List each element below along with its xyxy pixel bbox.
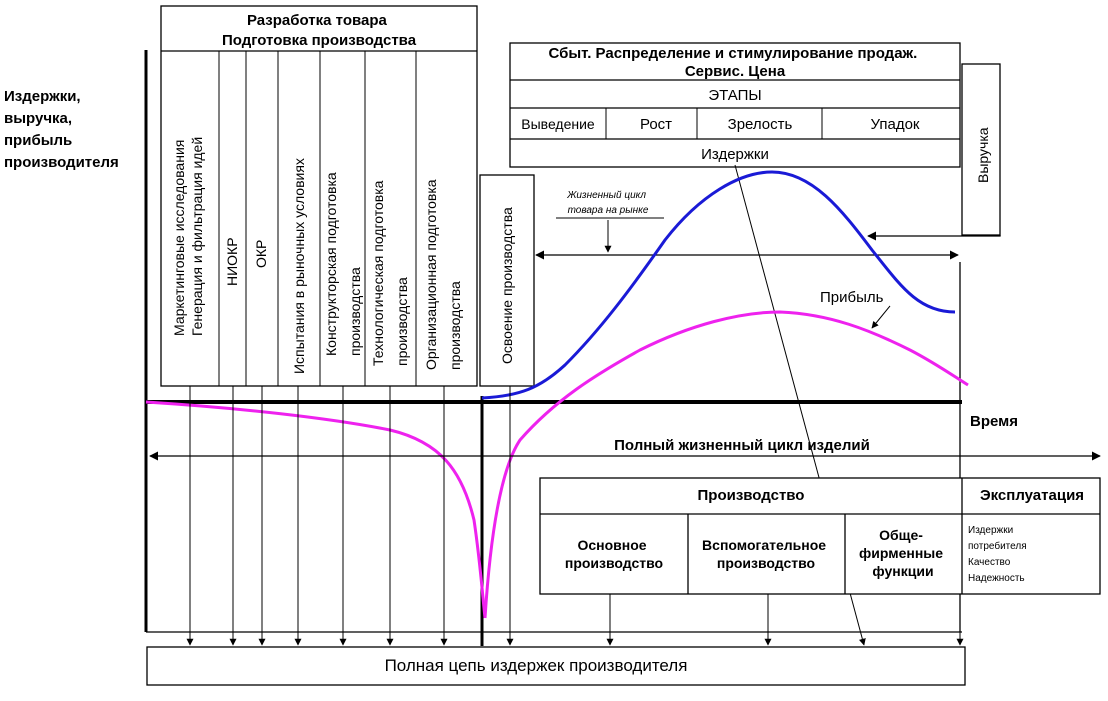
development-column-6: Технологическая подготовка производства: [370, 177, 410, 366]
development-column-3: ОКР: [253, 240, 269, 268]
revenue-curve: [481, 170, 956, 400]
revenue-pointer: [867, 231, 1001, 241]
profit-pointer: [871, 305, 891, 329]
stage-decline: Упадок: [871, 116, 920, 133]
stage-growth: Рост: [640, 116, 672, 133]
market-life-cycle-label: Жизненный цикл товара на рынке: [566, 190, 649, 216]
sales-block: Сбыт. Распределение и стимулирование про…: [509, 42, 961, 168]
stages-header: ЭТАПЫ: [708, 87, 761, 104]
full-cycle-label: Полный жизненный цикл изделий: [614, 437, 870, 454]
full-cost-chain-label: Полная цепь издержек производителя: [385, 656, 688, 675]
y-axis-label: Издержки, выручка, прибыль производителя: [4, 88, 119, 171]
stage-maturity: Зрелость: [728, 116, 793, 133]
exploitation-header: Эксплуатация: [980, 487, 1084, 504]
profit-label: Прибыль: [820, 289, 884, 306]
mastering-block: Освоение производства: [479, 174, 535, 387]
sales-title: Сбыт. Распределение и стимулирование про…: [548, 45, 921, 80]
main-production-cell: Основное производство: [565, 537, 663, 571]
profit-curve-prelaunch: [145, 400, 487, 619]
development-column-1: Маркетинговые исследования Генерация и ф…: [171, 136, 205, 336]
development-block: Разработка товара Подготовка производств…: [160, 5, 478, 387]
production-header: Производство: [698, 487, 805, 504]
general-functions-cell: Обще- фирменные функции: [859, 527, 947, 579]
stage-introduction: Выведение: [521, 116, 595, 132]
revenue-label: Выручка: [975, 127, 991, 183]
auxiliary-production-cell: Вспомогательное производство: [702, 537, 830, 571]
exploitation-items: Издержки потребителя Качество Надежность: [968, 525, 1029, 584]
production-table: Производство Эксплуатация Основное произ…: [539, 477, 1101, 595]
profit-curve-market: [483, 310, 969, 619]
mastering-label: Освоение производства: [499, 207, 515, 364]
development-column-5: Конструкторская подготовка производства: [323, 168, 363, 356]
development-column-2: НИОКР: [224, 237, 240, 286]
costs-label: Издержки: [701, 146, 769, 163]
development-title: Разработка товара Подготовка производств…: [222, 12, 417, 49]
development-column-4: Испытания в рыночных условиях: [291, 158, 307, 374]
development-column-7: Организационная подготовка производства: [423, 176, 463, 370]
revenue-block: Выручка: [961, 63, 1001, 236]
full-cost-chain-box: Полная цепь издержек производителя: [146, 646, 966, 686]
cost-chain-arrows: [186, 386, 964, 646]
time-label: Время: [970, 413, 1018, 430]
